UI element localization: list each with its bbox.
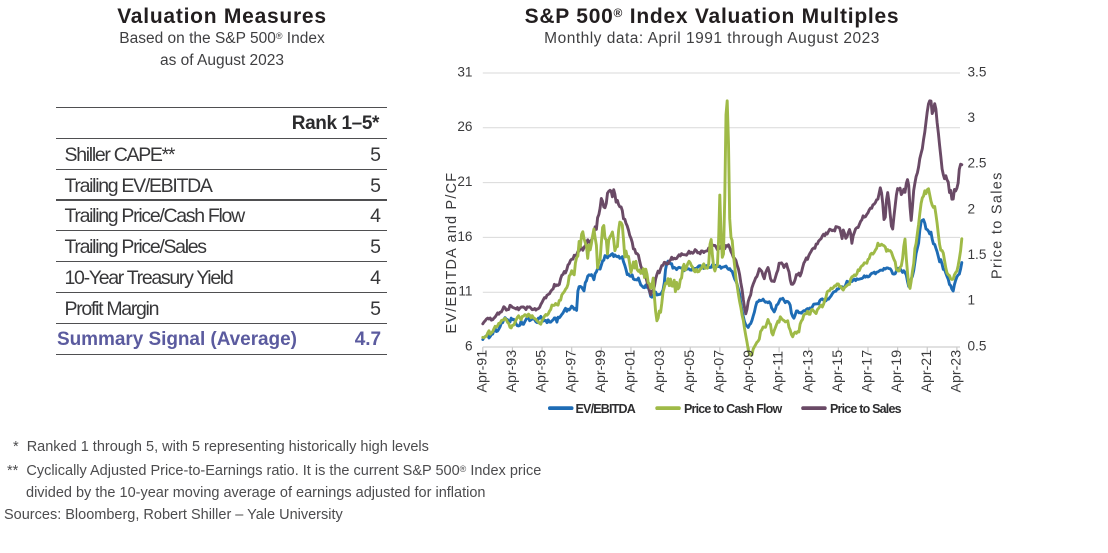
svg-text:6: 6 (465, 338, 473, 353)
svg-text:26: 26 (457, 119, 472, 134)
svg-text:EV/EBITDA: EV/EBITDA (576, 402, 636, 416)
svg-text:Apr-91: Apr-91 (474, 350, 490, 393)
svg-text:Apr-19: Apr-19 (889, 350, 905, 393)
svg-text:3: 3 (968, 110, 976, 125)
svg-text:Apr-97: Apr-97 (563, 350, 579, 393)
svg-text:2.5: 2.5 (968, 156, 987, 171)
svg-text:16: 16 (457, 229, 472, 244)
svg-text:Price to Sales: Price to Sales (990, 171, 1006, 279)
svg-text:1: 1 (968, 293, 976, 308)
svg-text:Apr-23: Apr-23 (948, 350, 964, 393)
svg-text:Price to Cash Flow: Price to Cash Flow (684, 402, 783, 416)
svg-text:11: 11 (458, 284, 472, 299)
svg-text:Apr-95: Apr-95 (534, 350, 550, 393)
svg-text:Apr-99: Apr-99 (593, 350, 609, 393)
svg-text:Apr-15: Apr-15 (830, 350, 846, 393)
svg-text:EV/EBITDA and P/CF: EV/EBITDA and P/CF (444, 172, 460, 334)
svg-text:1.5: 1.5 (968, 247, 987, 262)
svg-text:0.5: 0.5 (968, 338, 987, 353)
svg-text:Apr-17: Apr-17 (860, 350, 876, 393)
svg-text:31: 31 (457, 64, 472, 79)
svg-text:Apr-11: Apr-11 (771, 351, 787, 393)
svg-text:Apr-05: Apr-05 (682, 350, 698, 393)
svg-text:21: 21 (457, 174, 472, 189)
svg-text:Apr-21: Apr-21 (919, 350, 935, 393)
svg-text:Apr-93: Apr-93 (504, 350, 520, 393)
svg-text:Price to Sales: Price to Sales (830, 402, 902, 416)
svg-text:2: 2 (968, 201, 976, 216)
svg-text:Apr-03: Apr-03 (652, 350, 668, 393)
svg-text:Apr-09: Apr-09 (741, 350, 757, 393)
svg-text:3.5: 3.5 (968, 64, 987, 79)
svg-text:Apr-07: Apr-07 (711, 350, 727, 393)
svg-text:Apr-01: Apr-01 (623, 350, 639, 393)
svg-text:Apr-13: Apr-13 (800, 350, 816, 393)
